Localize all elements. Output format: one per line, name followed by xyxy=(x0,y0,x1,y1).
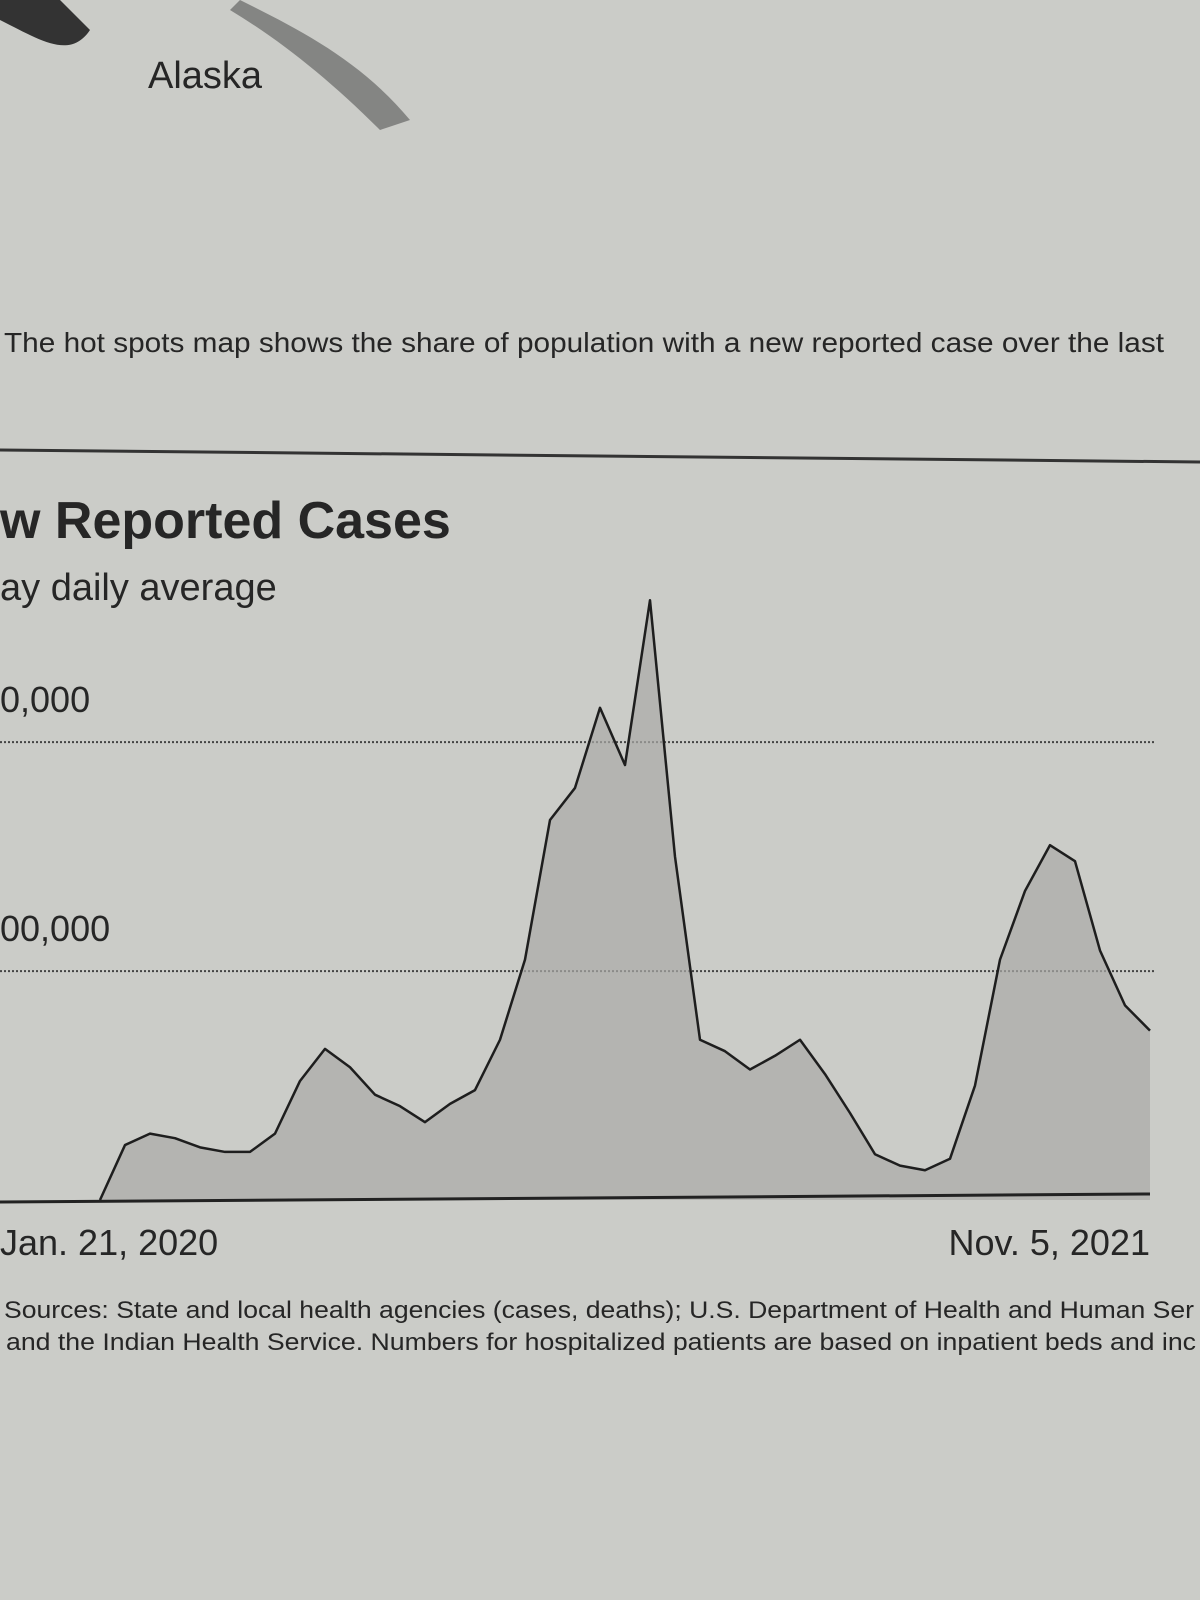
intro-text: The hot spots map shows the share of pop… xyxy=(4,327,1164,358)
chart-subtitle: ay daily average xyxy=(0,567,277,609)
x-tick-label: Nov. 5, 2021 xyxy=(949,1222,1150,1263)
chart-title: w Reported Cases xyxy=(0,492,451,550)
map-fragment xyxy=(230,0,410,130)
y-tick-label: 0,000 xyxy=(0,679,90,720)
source-text: Sources: State and local health agencies… xyxy=(4,1297,1194,1324)
area xyxy=(100,600,1150,1200)
map-fragment xyxy=(0,0,90,46)
divider xyxy=(0,448,1200,464)
source-text: and the Indian Health Service. Numbers f… xyxy=(6,1329,1196,1356)
map-label: Alaska xyxy=(148,55,263,97)
x-tick-label: Jan. 21, 2020 xyxy=(0,1222,218,1263)
x-axis xyxy=(0,1192,1151,1204)
line xyxy=(98,598,1151,1201)
y-tick-label: 00,000 xyxy=(0,908,110,949)
